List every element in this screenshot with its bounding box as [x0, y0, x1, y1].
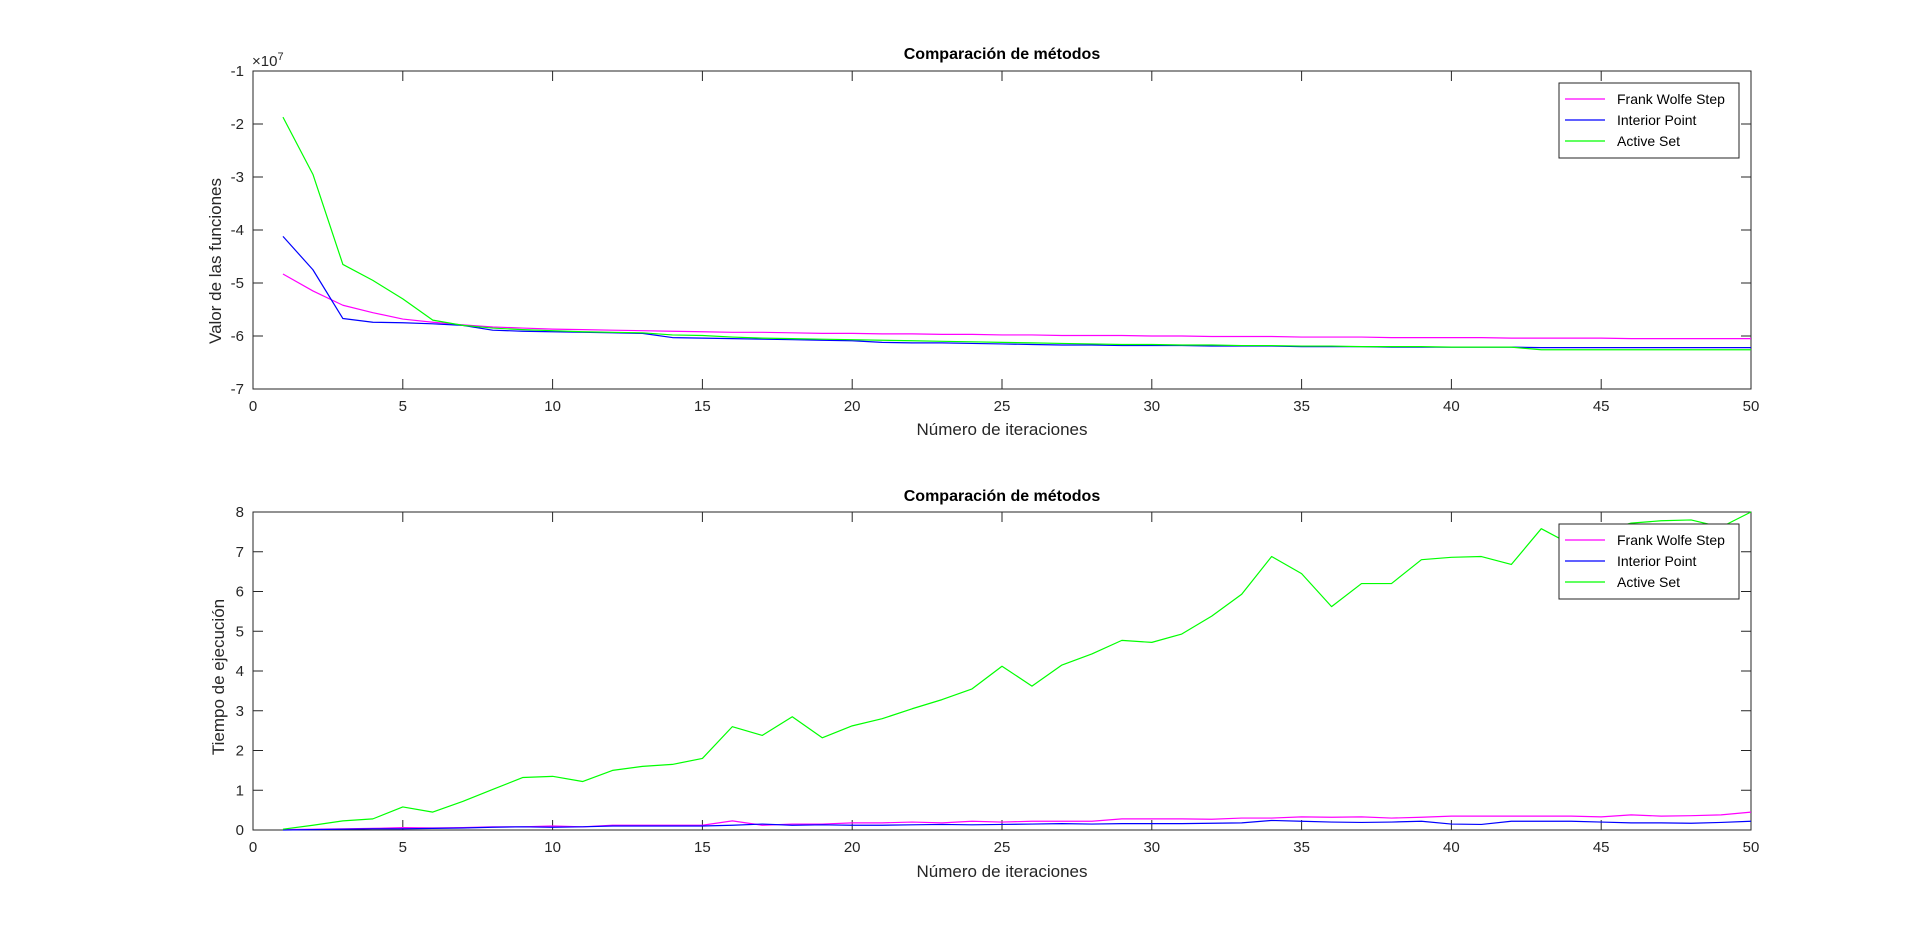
top-plot-ytick-label: -5 — [231, 275, 244, 292]
legend-label: Active Set — [1617, 133, 1680, 149]
top-plot-xtick-label: 15 — [694, 398, 711, 415]
legend-label: Interior Point — [1617, 112, 1696, 128]
bottom-plot-series-active-set-line — [282, 511, 1752, 830]
exponent-power: 7 — [277, 51, 283, 63]
bottom-plot-xtick-label: 45 — [1593, 839, 1610, 856]
legend-label: Frank Wolfe Step — [1617, 532, 1725, 548]
bottom-plot-ytick-label: 7 — [236, 544, 244, 561]
top-plot-axes-box — [252, 70, 1752, 390]
bottom-plot-xtick-label: 0 — [249, 839, 257, 856]
bottom-plot-xtick-label: 50 — [1743, 839, 1760, 856]
top-plot-ytick-label: -3 — [231, 169, 244, 186]
bottom-plot-xtick-label: 25 — [994, 839, 1011, 856]
top-plot-xtick-label: 10 — [544, 398, 561, 415]
bottom-plot-ytick-label: 6 — [236, 584, 244, 601]
top-plot-ytick-label: -7 — [231, 381, 244, 398]
top-plot: Comparación de métodos Valor de las func… — [206, 46, 1759, 439]
bottom-plot-xlabel: Número de iteraciones — [916, 862, 1087, 881]
top-plot-ytick-label: -1 — [231, 63, 244, 80]
bottom-plot-xtick-label: 20 — [844, 839, 861, 856]
top-plot-xtick-label: 0 — [249, 398, 257, 415]
top-plot-xtick-label: 30 — [1143, 398, 1160, 415]
bottom-plot-xtick-label: 30 — [1143, 839, 1160, 856]
top-plot-title: Comparación de métodos — [904, 46, 1101, 63]
bottom-plot-title: Comparación de métodos — [904, 488, 1101, 505]
bottom-plot-ytick-label: 0 — [236, 822, 244, 839]
bottom-plot-ytick-label: 5 — [236, 623, 244, 640]
top-plot-ytick-label: -6 — [231, 328, 244, 345]
bottom-plot-ytick-label: 4 — [236, 663, 244, 680]
bottom-plot-xtick-label: 40 — [1443, 839, 1460, 856]
top-plot-exponent-label: ×107 — [252, 51, 284, 70]
top-plot-xtick-label: 45 — [1593, 398, 1610, 415]
legend-label: Frank Wolfe Step — [1617, 91, 1725, 107]
bottom-plot-ytick-label: 1 — [236, 782, 244, 799]
bottom-plot-xtick-label: 35 — [1293, 839, 1310, 856]
exponent-base: ×10 — [252, 53, 277, 70]
top-plot-xtick-label: 25 — [994, 398, 1011, 415]
bottom-plot-ylabel: Tiempo de ejecución — [209, 599, 228, 755]
top-plot-xtick-label: 40 — [1443, 398, 1460, 415]
top-plot-legend: Frank Wolfe Step Interior Point Active Set — [1558, 82, 1740, 159]
bottom-plot-ytick-label: 3 — [236, 703, 244, 720]
bottom-plot: Comparación de métodos Tiempo de ejecuci… — [209, 488, 1759, 881]
top-plot-xtick-label: 5 — [399, 398, 407, 415]
bottom-plot-xtick-label: 15 — [694, 839, 711, 856]
bottom-plot-legend: Frank Wolfe Step Interior Point Active Set — [1558, 523, 1740, 600]
top-plot-ytick-label: -4 — [231, 222, 244, 239]
top-plot-ytick-label: -2 — [231, 116, 244, 133]
bottom-plot-series-interior-point-line — [282, 819, 1752, 831]
top-plot-xtick-label: 35 — [1293, 398, 1310, 415]
top-plot-ylabel: Valor de las funciones — [206, 178, 225, 344]
bottom-plot-xtick-label: 5 — [399, 839, 407, 856]
legend-label: Interior Point — [1617, 553, 1696, 569]
bottom-plot-xtick-label: 10 — [544, 839, 561, 856]
top-plot-xtick-label: 20 — [844, 398, 861, 415]
top-plot-series-frank-wolfe-step-line — [282, 273, 1751, 340]
top-plot-series-active-set-line — [282, 116, 1751, 351]
bottom-plot-axes-box — [252, 511, 1752, 831]
legend-label: Active Set — [1617, 574, 1680, 590]
top-plot-xlabel: Número de iteraciones — [916, 420, 1087, 439]
bottom-plot-ytick-label: 8 — [236, 504, 244, 521]
top-plot-xtick-label: 50 — [1743, 398, 1760, 415]
bottom-plot-ytick-label: 2 — [236, 743, 244, 760]
